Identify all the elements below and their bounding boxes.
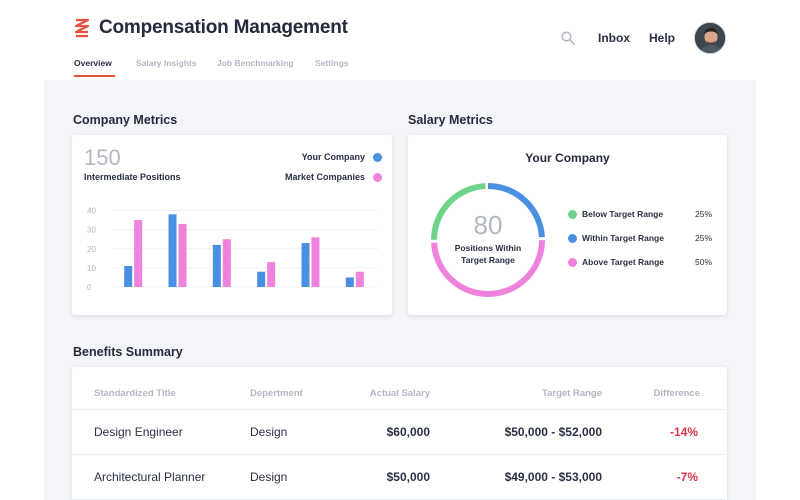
legend-market-companies: Market Companies [285,172,382,182]
bar-your-company [212,244,221,287]
tab-settings[interactable]: Settings [315,58,349,68]
col-target-range: Target Range [541,388,602,399]
nav-help-link[interactable]: Help [649,31,676,45]
salary-metrics-heading: Salary Metrics [408,113,493,127]
cell-difference: -14% [669,425,698,439]
bar-your-company [124,265,133,287]
avatar-photo [695,23,725,53]
table-divider [72,454,726,455]
search-icon[interactable] [561,31,575,45]
col-department: Depertment [250,388,303,399]
salary-card-title: Your Company [525,151,610,165]
table-divider [72,409,726,410]
range-within-dot [568,234,577,243]
cell-department: Design [250,425,288,439]
y-tick-label: 40 [87,207,96,216]
bar-your-company [168,214,177,287]
bar-market-companies [134,220,143,287]
app-logo-icon [74,18,90,38]
col-difference: Difference [653,388,700,399]
nav-inbox-link[interactable]: Inbox [598,31,630,45]
cell-department: Design [250,470,288,484]
bar-your-company [345,277,354,287]
tab-salary-insights[interactable]: Salary Insights [136,58,197,68]
donut-center-label: Positions Within Target Range [454,243,522,265]
legend-market-companies-label: Market Companies [284,172,365,182]
range-below-label: Below Target Range [582,209,664,219]
benefits-summary-heading: Benefits Summary [73,345,183,359]
salary-metrics-card: Your Company 80 Positions Within Target … [408,135,727,315]
col-actual-salary: Actual Salary [369,388,430,399]
tab-job-benchmarking[interactable]: Job Benchmarking [217,58,294,68]
bar-market-companies [355,271,364,287]
bar-chart: 0 10 20 30 40 [87,207,378,292]
avatar[interactable] [694,22,726,54]
bar-your-company [257,271,266,287]
active-tab-indicator [74,75,115,77]
app-header: Compensation Management Inbox Help Overv… [0,0,800,80]
cell-actual-salary: $50,000 [386,470,430,484]
cell-target-range: $49,000 - $53,000 [504,470,602,484]
range-above-label: Above Target Range [582,257,665,267]
app-title: Compensation Management [99,17,348,38]
bar-market-companies [267,262,276,287]
main-content: Company Metrics 150 Intermediate Positio… [44,80,756,500]
range-below-dot [568,210,577,219]
range-above: Above Target Range 50% [568,256,712,270]
donut-segment-above [431,183,545,297]
cell-actual-salary: $60,000 [386,425,430,439]
cell-title: Design Engineer [94,425,183,439]
cell-difference: -7% [676,470,698,484]
range-within-pct: 25% [694,233,712,243]
tab-overview[interactable]: Overview [74,58,112,68]
bar-market-companies [222,239,231,287]
range-above-pct: 50% [694,257,712,267]
positions-label: Intermediate Positions [84,172,181,182]
range-below-pct: 25% [694,209,712,219]
range-within-label: Within Target Range [582,233,664,243]
range-above-dot [568,258,577,267]
donut-center-number: 80 [473,210,503,240]
benefits-table: Standardized Title Depertment Actual Sal… [72,367,727,500]
legend-your-company-label: Your Company [301,152,365,162]
cell-target-range: $50,000 - $52,000 [504,425,602,439]
donut-segment-within [431,183,545,297]
y-tick-label: 10 [87,264,96,273]
donut-chart: 80 Positions Within Target Range [430,182,546,298]
cell-title: Architectural Planner [94,470,206,484]
range-within: Within Target Range 25% [568,232,712,246]
company-metrics-heading: Company Metrics [73,113,178,127]
col-standardized-title: Standardized Title [94,388,176,399]
bar-market-companies [311,237,320,287]
donut-ring [431,183,545,297]
y-tick-label: 20 [87,245,96,254]
positions-count: 150 [84,145,121,170]
bar-market-companies [178,223,187,287]
bar-your-company [301,243,310,287]
y-tick-label: 30 [87,226,96,235]
company-metrics-card: 150 Intermediate Positions Your Company … [72,135,392,315]
legend-your-company: Your Company [302,152,382,162]
y-tick-label: 0 [87,283,92,292]
range-below: Below Target Range 25% [568,208,712,222]
legend-market-companies-dot [373,172,382,182]
legend-your-company-dot [373,152,382,162]
